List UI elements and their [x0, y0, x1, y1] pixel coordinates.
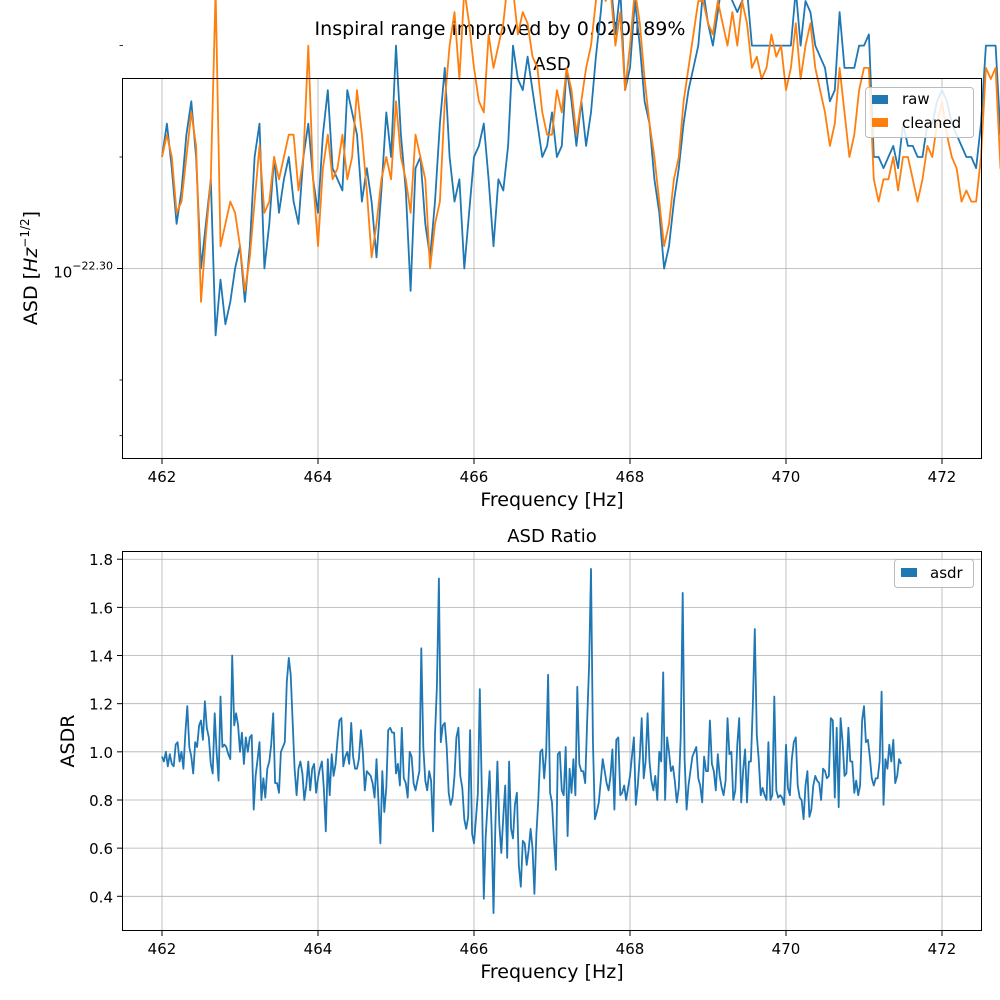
asdr-legend-box	[894, 559, 974, 588]
asd-legend: raw cleaned	[865, 87, 974, 138]
asd-legend-swatch-cleaned	[872, 118, 888, 127]
asd-legend-label-raw: raw	[902, 90, 930, 108]
asdr-y-tick-label: 1.2	[89, 696, 113, 714]
asd-x-tick-label: 468	[616, 468, 645, 486]
asdr-x-tick-label: 472	[928, 940, 957, 958]
asdr-lines	[161, 568, 902, 914]
asd-y-tick-label: 10−22.30	[53, 260, 113, 282]
asd-legend-label-cleaned: cleaned	[902, 114, 961, 132]
asdr-x-ticks: 462 464 466 468 470 472	[148, 930, 957, 958]
asdr-axes-frame	[122, 551, 982, 931]
asd-x-tick-label: 464	[304, 468, 333, 486]
asd-ylabel-exp: −1/2	[18, 218, 32, 247]
asd-ylabel: ASD [Hz−1/2]	[18, 211, 42, 325]
asdr-x-tick-label: 468	[616, 940, 645, 958]
asdr-y-tick-label: 0.4	[89, 888, 113, 906]
asd-x-tick-label: 466	[460, 468, 489, 486]
asd-x-ticks: 462 464 466 468 470 472	[148, 458, 957, 486]
asd-legend-box	[865, 87, 974, 138]
asd-xlabel: Frequency [Hz]	[480, 489, 623, 511]
asdr-x-tick-label: 462	[148, 940, 177, 958]
asd-series-cleaned	[161, 0, 1000, 303]
asd-legend-swatch-raw	[872, 95, 888, 104]
asdr-y-tick-label: 1.6	[89, 599, 113, 617]
asdr-y-tick-label: 0.6	[89, 840, 113, 858]
asdr-y-tick-label: 1.8	[89, 551, 113, 569]
asdr-x-tick-label: 464	[304, 940, 333, 958]
asdr-series-asdr	[161, 568, 902, 914]
asdr-legend-swatch-asdr	[901, 568, 917, 577]
asdr-y-tick-label: 0.8	[89, 792, 113, 810]
asd-ylabel-close: ]	[20, 211, 42, 218]
asd-panel: ASD 462 464 466 468 470 472 10−2210−22.30 Fre…	[18, 0, 1000, 511]
asdr-legend-label-asdr: asdr	[930, 564, 964, 582]
asd-grid	[123, 79, 981, 458]
asd-title: ASD	[533, 54, 571, 75]
asd-x-tick-label: 472	[928, 468, 957, 486]
asd-y-ticks: 10−2210−22.30	[53, 45, 123, 437]
asdr-ylabel: ASDR	[57, 715, 79, 768]
asd-ylabel-main: ASD [	[20, 272, 42, 325]
asd-axes-frame	[122, 78, 982, 459]
asd-series-raw	[161, 0, 1000, 337]
asdr-x-tick-label: 470	[772, 940, 801, 958]
asdr-panel: ASD Ratio 462 464 466 468 470 472 0.4 0.6 0.8 1.…	[57, 526, 982, 983]
asdr-y-tick-label: 1.0	[89, 744, 113, 762]
asd-ylabel-var: Hz	[20, 247, 42, 272]
asdr-y-tick-label: 1.4	[89, 648, 113, 666]
asd-lines	[161, 0, 1000, 337]
asdr-y-ticks: 0.4 0.6 0.8 1.0 1.2 1.4 1.6 1.8	[89, 551, 123, 906]
asd-x-tick-label: 470	[772, 468, 801, 486]
asdr-xlabel: Frequency [Hz]	[480, 961, 623, 983]
asd-x-tick-label: 462	[148, 468, 177, 486]
asdr-legend: asdr	[894, 559, 974, 588]
asdr-title: ASD Ratio	[507, 526, 597, 547]
asdr-x-tick-label: 466	[460, 940, 489, 958]
